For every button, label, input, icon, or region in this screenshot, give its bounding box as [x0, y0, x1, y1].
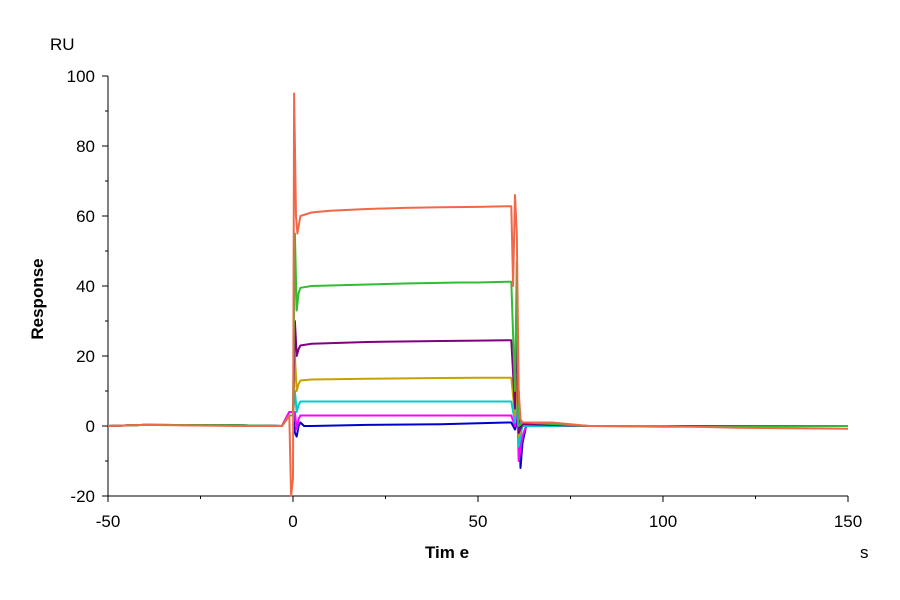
x-tick-label: -50	[96, 512, 121, 531]
y-tick-label: 20	[76, 347, 95, 366]
y-tick-label: 40	[76, 277, 95, 296]
y-tick-label: -20	[70, 487, 95, 506]
x-tick-label: 150	[834, 512, 862, 531]
plot-lines	[107, 92, 849, 497]
y-unit-label: RU	[50, 35, 75, 54]
x-tick-label: 50	[469, 512, 488, 531]
series-line-3	[107, 379, 848, 448]
series-line-2	[107, 390, 848, 462]
x-axis-title: Tim e	[425, 543, 469, 562]
x-tick-label: 100	[649, 512, 677, 531]
series-line-1	[107, 390, 848, 469]
x-unit-label: s	[860, 543, 869, 562]
y-tick-label: 80	[76, 137, 95, 156]
y-tick-label: 0	[86, 417, 95, 436]
tick-labels: -50 0 50 100 150 -20 0 20 40 60 80 100	[67, 67, 863, 531]
y-axis-title: Response	[28, 258, 47, 339]
y-tick-label: 60	[76, 207, 95, 226]
y-tick-label: 100	[67, 67, 95, 86]
x-tick-label: 0	[288, 512, 297, 531]
axis-ticks	[102, 75, 849, 502]
series-line-6	[107, 232, 849, 428]
series-line-7	[107, 92, 849, 497]
